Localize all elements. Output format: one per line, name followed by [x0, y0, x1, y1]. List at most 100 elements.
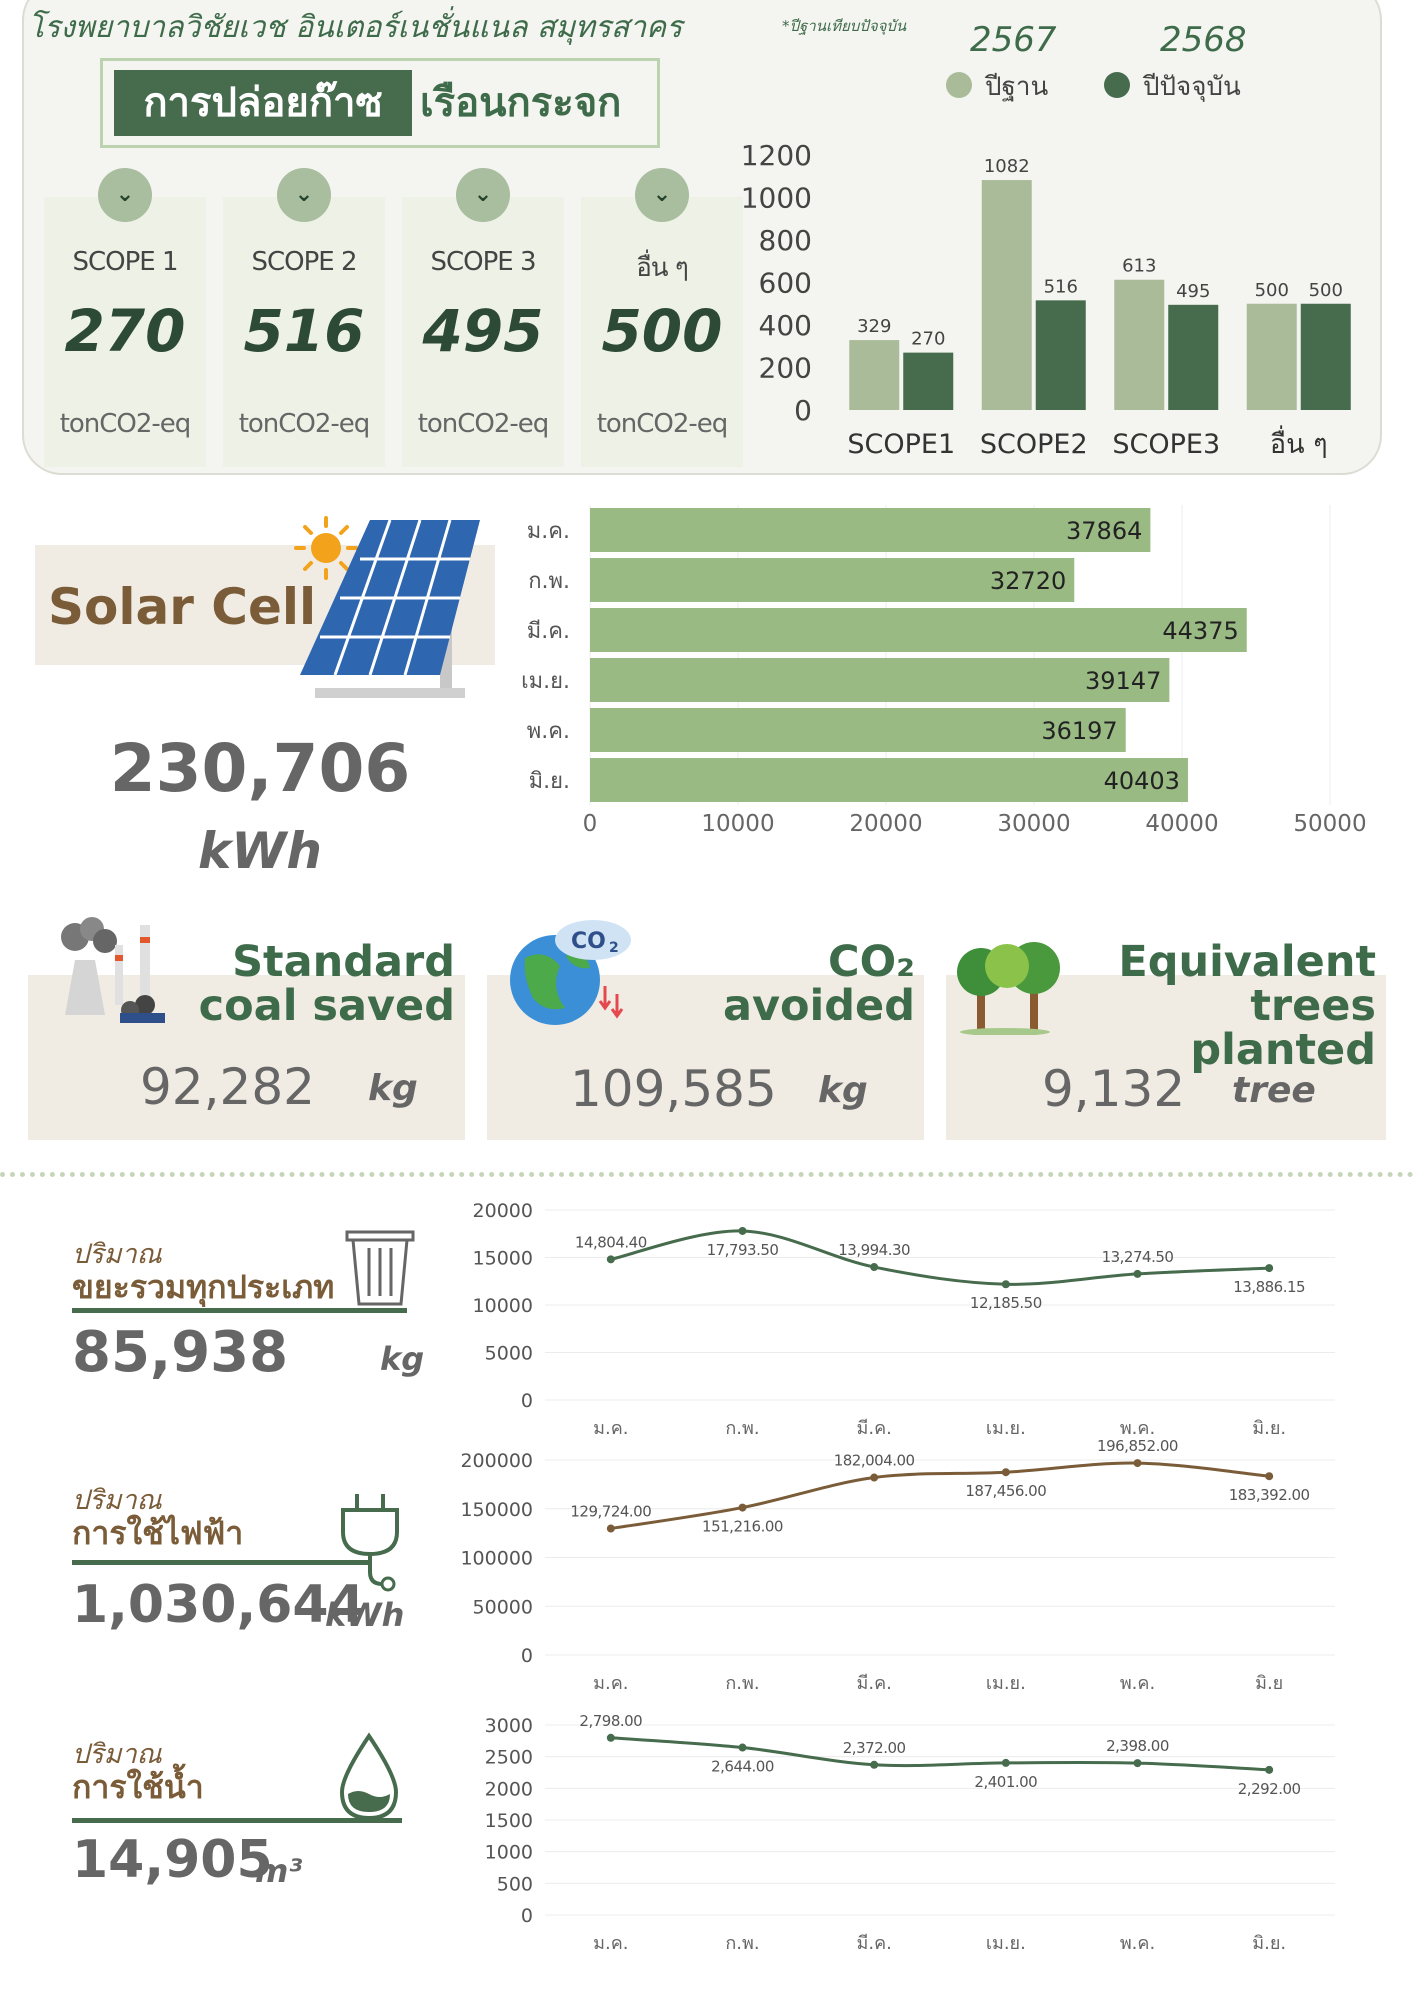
ghg-bar-chart: 0 200 400 600 800 1000 1200 329 270 SCOPE1 1082 516… [741, 139, 1351, 460]
data-point [870, 1263, 879, 1272]
equivalent-title-trees: Equivalent trees planted [1050, 940, 1376, 1072]
point-label: 183,392.00 [1229, 1486, 1310, 1504]
waste-underline [72, 1308, 407, 1313]
scope-unit: tonCO2-eq [238, 409, 371, 439]
point-label: 129,724.00 [570, 1503, 651, 1521]
point-label: 13,994.30 [838, 1241, 910, 1259]
chevron-down-icon[interactable]: ⌄ [635, 168, 689, 222]
bar [590, 708, 1126, 752]
bar [590, 558, 1075, 602]
x-tick-label: พ.ค. [1120, 1933, 1155, 1950]
y-tick-label: 150000 [460, 1499, 533, 1521]
water-caption: ปริมาณ [72, 1739, 162, 1770]
scope-value: 270 [64, 297, 186, 365]
scope-card-3: SCOPE 3 495 tonCO2-eq [402, 197, 564, 467]
section-divider [0, 1172, 1414, 1177]
equivalent-title-line: Equivalent [1118, 937, 1376, 987]
y-tick-label: 1500 [485, 1810, 533, 1832]
baseline-note: *ปีฐานเทียบปัจจุบัน [782, 17, 907, 35]
chevron-down-icon[interactable]: ⌄ [277, 168, 331, 222]
scope-value: 516 [243, 297, 365, 365]
chevron-down-icon[interactable]: ⌄ [456, 168, 510, 222]
bar [590, 608, 1247, 652]
svg-text:CO: CO [571, 929, 606, 954]
x-tick-label: มิ.ย. [1252, 1933, 1286, 1950]
legend-label-current: ปีปัจจุบัน [1143, 72, 1241, 102]
trash-bin-icon [345, 1230, 415, 1306]
data-point [606, 1524, 615, 1533]
x-tick-label: เม.ย. [986, 1418, 1026, 1435]
y-tick-label: 1200 [741, 139, 812, 172]
water-total-unit: m³ [255, 1852, 303, 1890]
y-tick-label: 200000 [460, 1450, 533, 1472]
point-label: 2,292.00 [1238, 1780, 1301, 1798]
x-tick-label: ก.พ. [725, 1673, 759, 1690]
bar [590, 658, 1170, 702]
equivalent-value-coal: 92,282 [140, 1058, 315, 1116]
x-tick-label: มี.ค. [856, 1418, 891, 1435]
x-tick-label: SCOPE2 [980, 429, 1088, 460]
bar [849, 340, 900, 410]
water-drop-icon [339, 1732, 399, 1821]
data-point [738, 1226, 747, 1235]
equivalent-title-coal: Standard coal saved [150, 940, 455, 1028]
trees-icon [957, 942, 1060, 1035]
equivalent-title-line: Standard [232, 937, 455, 987]
data-point [1265, 1765, 1274, 1774]
scope-unit: tonCO2-eq [417, 409, 550, 439]
svg-text:2: 2 [609, 940, 619, 956]
data-point [738, 1503, 747, 1512]
y-tick-label: 0 [521, 1390, 533, 1412]
electric-underline [72, 1560, 372, 1565]
y-tick-label: 500 [497, 1873, 533, 1895]
scope-unit: tonCO2-eq [596, 409, 729, 439]
solar-total-value: 230,706 [109, 730, 411, 807]
bar-data-label: 516 [1044, 276, 1078, 297]
water-total-value: 14,905 [72, 1830, 273, 1890]
y-tick-label: 200 [759, 352, 812, 385]
coal-factory-icon [61, 917, 165, 1023]
waste-caption: ปริมาณ [72, 1239, 162, 1270]
bar-data-label: 500 [1255, 280, 1289, 301]
y-tick-label: ก.พ. [528, 569, 570, 594]
scope-name: SCOPE 1 [72, 247, 178, 277]
solar-monthly-bar-chart: 0 10000 20000 30000 40000 50000 ม.ค. 37864 ก.พ. 3… [521, 505, 1367, 837]
chevron-down-icon[interactable]: ⌄ [98, 168, 152, 222]
equivalent-value-trees: 9,132 [1042, 1060, 1186, 1118]
data-point [1001, 1468, 1010, 1477]
water-underline [72, 1818, 402, 1823]
solar-total-unit: kWh [198, 822, 322, 880]
bar-data-label: 613 [1122, 256, 1156, 277]
legend-swatch-current [1104, 72, 1130, 98]
scope-card-4: อื่น ๆ 500 tonCO2-eq [581, 197, 743, 467]
bar-data-label: 32720 [990, 567, 1066, 595]
scope-value: 495 [422, 297, 544, 365]
scope-unit: tonCO2-eq [59, 409, 192, 439]
y-tick-label: เม.ย. [521, 669, 570, 694]
x-tick-label: ก.พ. [725, 1933, 759, 1950]
electric-line-chart: 0 50000 100000 150000 200000 129,724.00 ม.ค. 15… [460, 1440, 1335, 1690]
bar-data-label: 1082 [984, 156, 1030, 177]
legend-label-base: ปีฐาน [985, 72, 1049, 102]
bar [590, 758, 1188, 802]
x-tick-label: พ.ค. [1120, 1418, 1155, 1435]
waste-total-value: 85,938 [72, 1320, 289, 1385]
y-tick-label: 100000 [460, 1548, 533, 1570]
equivalent-unit-coal: kg [368, 1068, 418, 1109]
data-point [1265, 1264, 1274, 1273]
point-label: 13,886.15 [1233, 1278, 1305, 1296]
y-tick-label: 0 [521, 1905, 533, 1927]
scope-card-1: SCOPE 1 270 tonCO2-eq [44, 197, 206, 467]
point-label: 13,274.50 [1102, 1248, 1174, 1266]
data-point [870, 1760, 879, 1769]
water-line-chart: 0 500 1000 1500 2000 2500 3000 2,798.00 ม.ค. 2,64… [485, 1712, 1335, 1950]
legend-swatch-base [946, 72, 972, 98]
x-tick-label: พ.ค. [1120, 1673, 1155, 1690]
point-label: 14,804.40 [575, 1233, 647, 1251]
equivalent-title-line: CO₂ [828, 937, 915, 987]
data-point [1133, 1759, 1142, 1768]
solar-panel-icon [294, 516, 480, 698]
bar-data-label: 329 [857, 316, 891, 337]
bar [903, 352, 954, 410]
data-point [1265, 1472, 1274, 1481]
